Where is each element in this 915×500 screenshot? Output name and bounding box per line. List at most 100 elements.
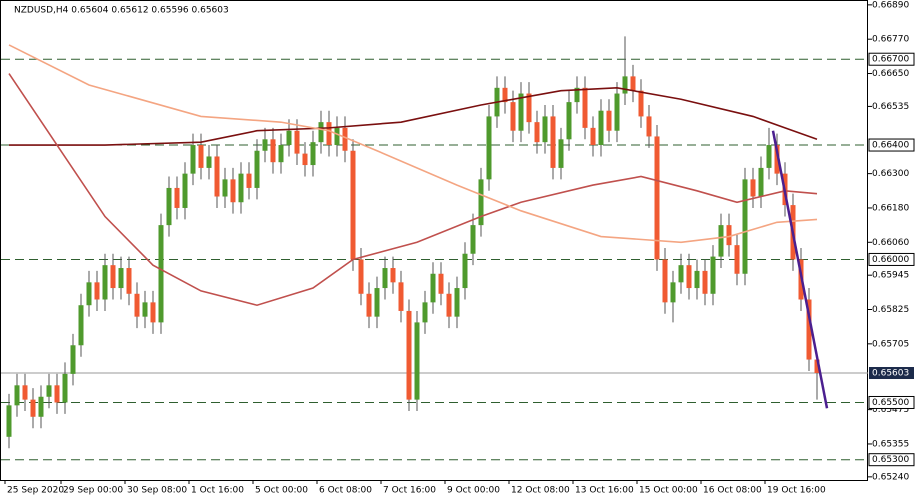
candle-body: [462, 253, 468, 289]
candle-body: [526, 93, 532, 123]
current-price-label: 0.65603: [872, 369, 909, 379]
candle-body: [398, 282, 404, 311]
candle-body: [614, 93, 620, 131]
candle-body: [550, 116, 556, 168]
candle-body: [342, 127, 348, 151]
candle-body: [118, 268, 124, 289]
candle-body: [254, 150, 260, 188]
candle-body: [70, 345, 76, 374]
candle-body: [86, 282, 92, 306]
candle-body: [590, 127, 596, 146]
level-label-box: [868, 52, 915, 66]
candle-body: [366, 293, 372, 317]
candle-body: [446, 293, 452, 317]
candle-body: [670, 282, 676, 303]
level-label: 0.66700: [872, 55, 909, 65]
candle-body: [742, 179, 748, 274]
y-tick-label: 0.65240: [872, 472, 909, 482]
y-tick-label: 0.65825: [872, 305, 909, 315]
candle-body: [6, 405, 12, 437]
candle-body: [574, 87, 580, 103]
y-tick-label: 0.65945: [872, 271, 909, 281]
candle-body: [318, 122, 324, 143]
candle-body: [534, 122, 540, 143]
candle-body: [358, 259, 364, 294]
candle-body: [598, 110, 604, 146]
candle-body: [678, 265, 684, 283]
level-label-box: [868, 453, 915, 467]
level-label-box: [868, 252, 915, 266]
candle-body: [350, 150, 356, 260]
candle-body: [334, 127, 340, 146]
x-tick-label: 13 Oct 16:00: [575, 486, 634, 496]
candle-body: [542, 116, 548, 143]
candle-body: [406, 310, 412, 400]
candle-body: [238, 173, 244, 203]
y-tick-label: 0.66060: [872, 238, 909, 248]
candle-body: [814, 359, 820, 374]
candle-body: [182, 173, 188, 208]
current-price-box: [869, 367, 914, 380]
candle-body: [382, 268, 388, 289]
trend-line: [771, 130, 829, 409]
candle-body: [174, 187, 180, 208]
x-tick-label: 9 Oct 00:00: [447, 486, 500, 496]
x-tick-label: 12 Oct 08:00: [511, 486, 570, 496]
level-label: 0.65500: [872, 398, 909, 408]
candle-body: [694, 270, 700, 289]
y-tick-label: 0.66650: [872, 69, 909, 79]
candle-body: [46, 385, 52, 397]
x-tick-label: 30 Sep 08:00: [127, 486, 187, 496]
y-tick-label: 0.66535: [872, 102, 909, 112]
x-tick-label: 1 Oct 16:00: [191, 486, 244, 496]
candle-body: [214, 156, 220, 197]
y-tick-label: 0.65705: [872, 339, 909, 349]
candle-body: [390, 268, 396, 283]
candle-body: [278, 145, 284, 163]
candle-body: [510, 102, 516, 131]
candle-body: [438, 273, 444, 294]
candle-body: [22, 385, 28, 400]
x-tick-label: 7 Oct 16:00: [383, 486, 436, 496]
x-tick-label: 19 Oct 16:00: [767, 486, 826, 496]
level-label: 0.66400: [872, 141, 909, 151]
candle-body: [134, 293, 140, 317]
candle-body: [262, 139, 268, 151]
candle-body: [774, 145, 780, 174]
candle-body: [686, 265, 692, 289]
candle-body: [518, 93, 524, 131]
candle-body: [582, 87, 588, 128]
level-label-box: [868, 138, 915, 152]
candle-body: [646, 116, 652, 137]
candle-body: [54, 385, 60, 403]
moving-average: [9, 87, 818, 146]
candle-body: [14, 385, 20, 406]
candle-body: [486, 116, 492, 180]
y-tick-label: 0.65475: [872, 405, 909, 415]
candle-body: [758, 167, 764, 197]
x-tick-label: 16 Oct 08:00: [703, 486, 762, 496]
y-tick-label: 0.66300: [872, 169, 909, 179]
level-label: 0.66000: [872, 255, 909, 265]
candle-body: [478, 179, 484, 226]
chart-title: NZDUSD,H4 0.65604 0.65612 0.65596 0.6560…: [14, 6, 229, 16]
candle-body: [638, 90, 644, 117]
moving-average: [8, 73, 818, 307]
candle-body: [558, 139, 564, 168]
candle-body: [702, 270, 708, 294]
candle-body: [326, 122, 332, 146]
candle-body: [414, 322, 420, 400]
candle-body: [110, 265, 116, 289]
candle-body: [454, 288, 460, 317]
x-tick-label: 6 Oct 08:00: [319, 486, 372, 496]
candle-body: [190, 145, 196, 174]
level-label: 0.65300: [872, 455, 909, 465]
candle-body: [30, 399, 36, 417]
y-tick-label: 0.66180: [872, 203, 909, 213]
candle-body: [78, 305, 84, 346]
candle-body: [246, 173, 252, 188]
candle-body: [206, 156, 212, 168]
x-tick-label: 5 Oct 00:00: [255, 486, 308, 496]
candle-body: [750, 179, 756, 197]
level-label-box: [868, 395, 915, 409]
